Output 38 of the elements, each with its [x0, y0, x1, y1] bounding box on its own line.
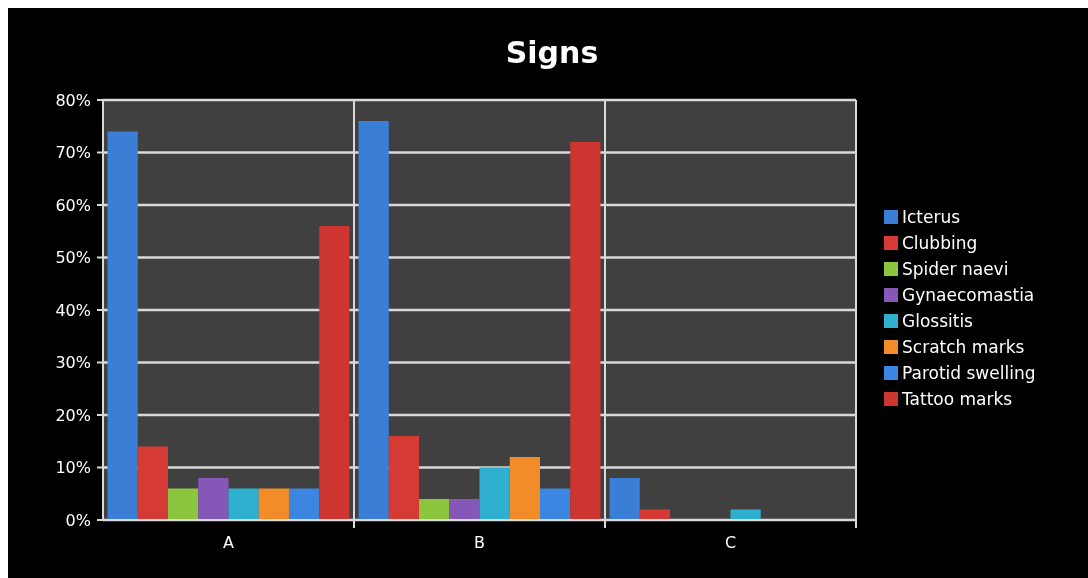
bar — [509, 457, 540, 520]
bar — [198, 478, 229, 520]
bar — [609, 478, 640, 520]
legend-label: Glossitis — [902, 310, 974, 331]
bar — [419, 499, 450, 520]
bar — [449, 499, 480, 520]
legend-label: Icterus — [902, 206, 961, 227]
y-tick-label: 80% — [55, 90, 91, 110]
bar — [319, 226, 350, 520]
y-tick-label: 30% — [55, 353, 91, 373]
y-tick-label: 70% — [55, 143, 91, 163]
x-tick-label: B — [474, 533, 485, 552]
chart-title: Signs — [505, 35, 599, 70]
bar — [388, 436, 420, 520]
y-tick-label: 40% — [55, 300, 91, 320]
y-tick-label: 50% — [55, 248, 91, 268]
bar — [288, 488, 320, 520]
bar — [137, 446, 169, 520]
bar — [570, 142, 601, 520]
bar — [358, 121, 389, 520]
x-tick-label: A — [223, 533, 235, 552]
legend-label: Tattoo marks — [901, 388, 1013, 409]
legend-label: Gynaecomastia — [902, 284, 1035, 305]
legend-label: Clubbing — [902, 232, 978, 253]
legend-label: Spider naevi — [902, 258, 1009, 279]
bar — [479, 467, 510, 520]
bar — [168, 488, 199, 520]
y-tick-label: 60% — [55, 195, 91, 215]
bar — [539, 488, 571, 520]
y-tick-label: 0% — [65, 510, 91, 530]
y-tick-label: 20% — [55, 405, 91, 425]
bar — [228, 488, 259, 520]
legend-label: Scratch marks — [902, 336, 1025, 357]
x-tick-label: C — [724, 533, 737, 552]
legend-label: Parotid swelling — [902, 362, 1036, 383]
bar — [258, 488, 289, 520]
bar — [107, 131, 138, 520]
y-tick-label: 10% — [55, 458, 91, 478]
